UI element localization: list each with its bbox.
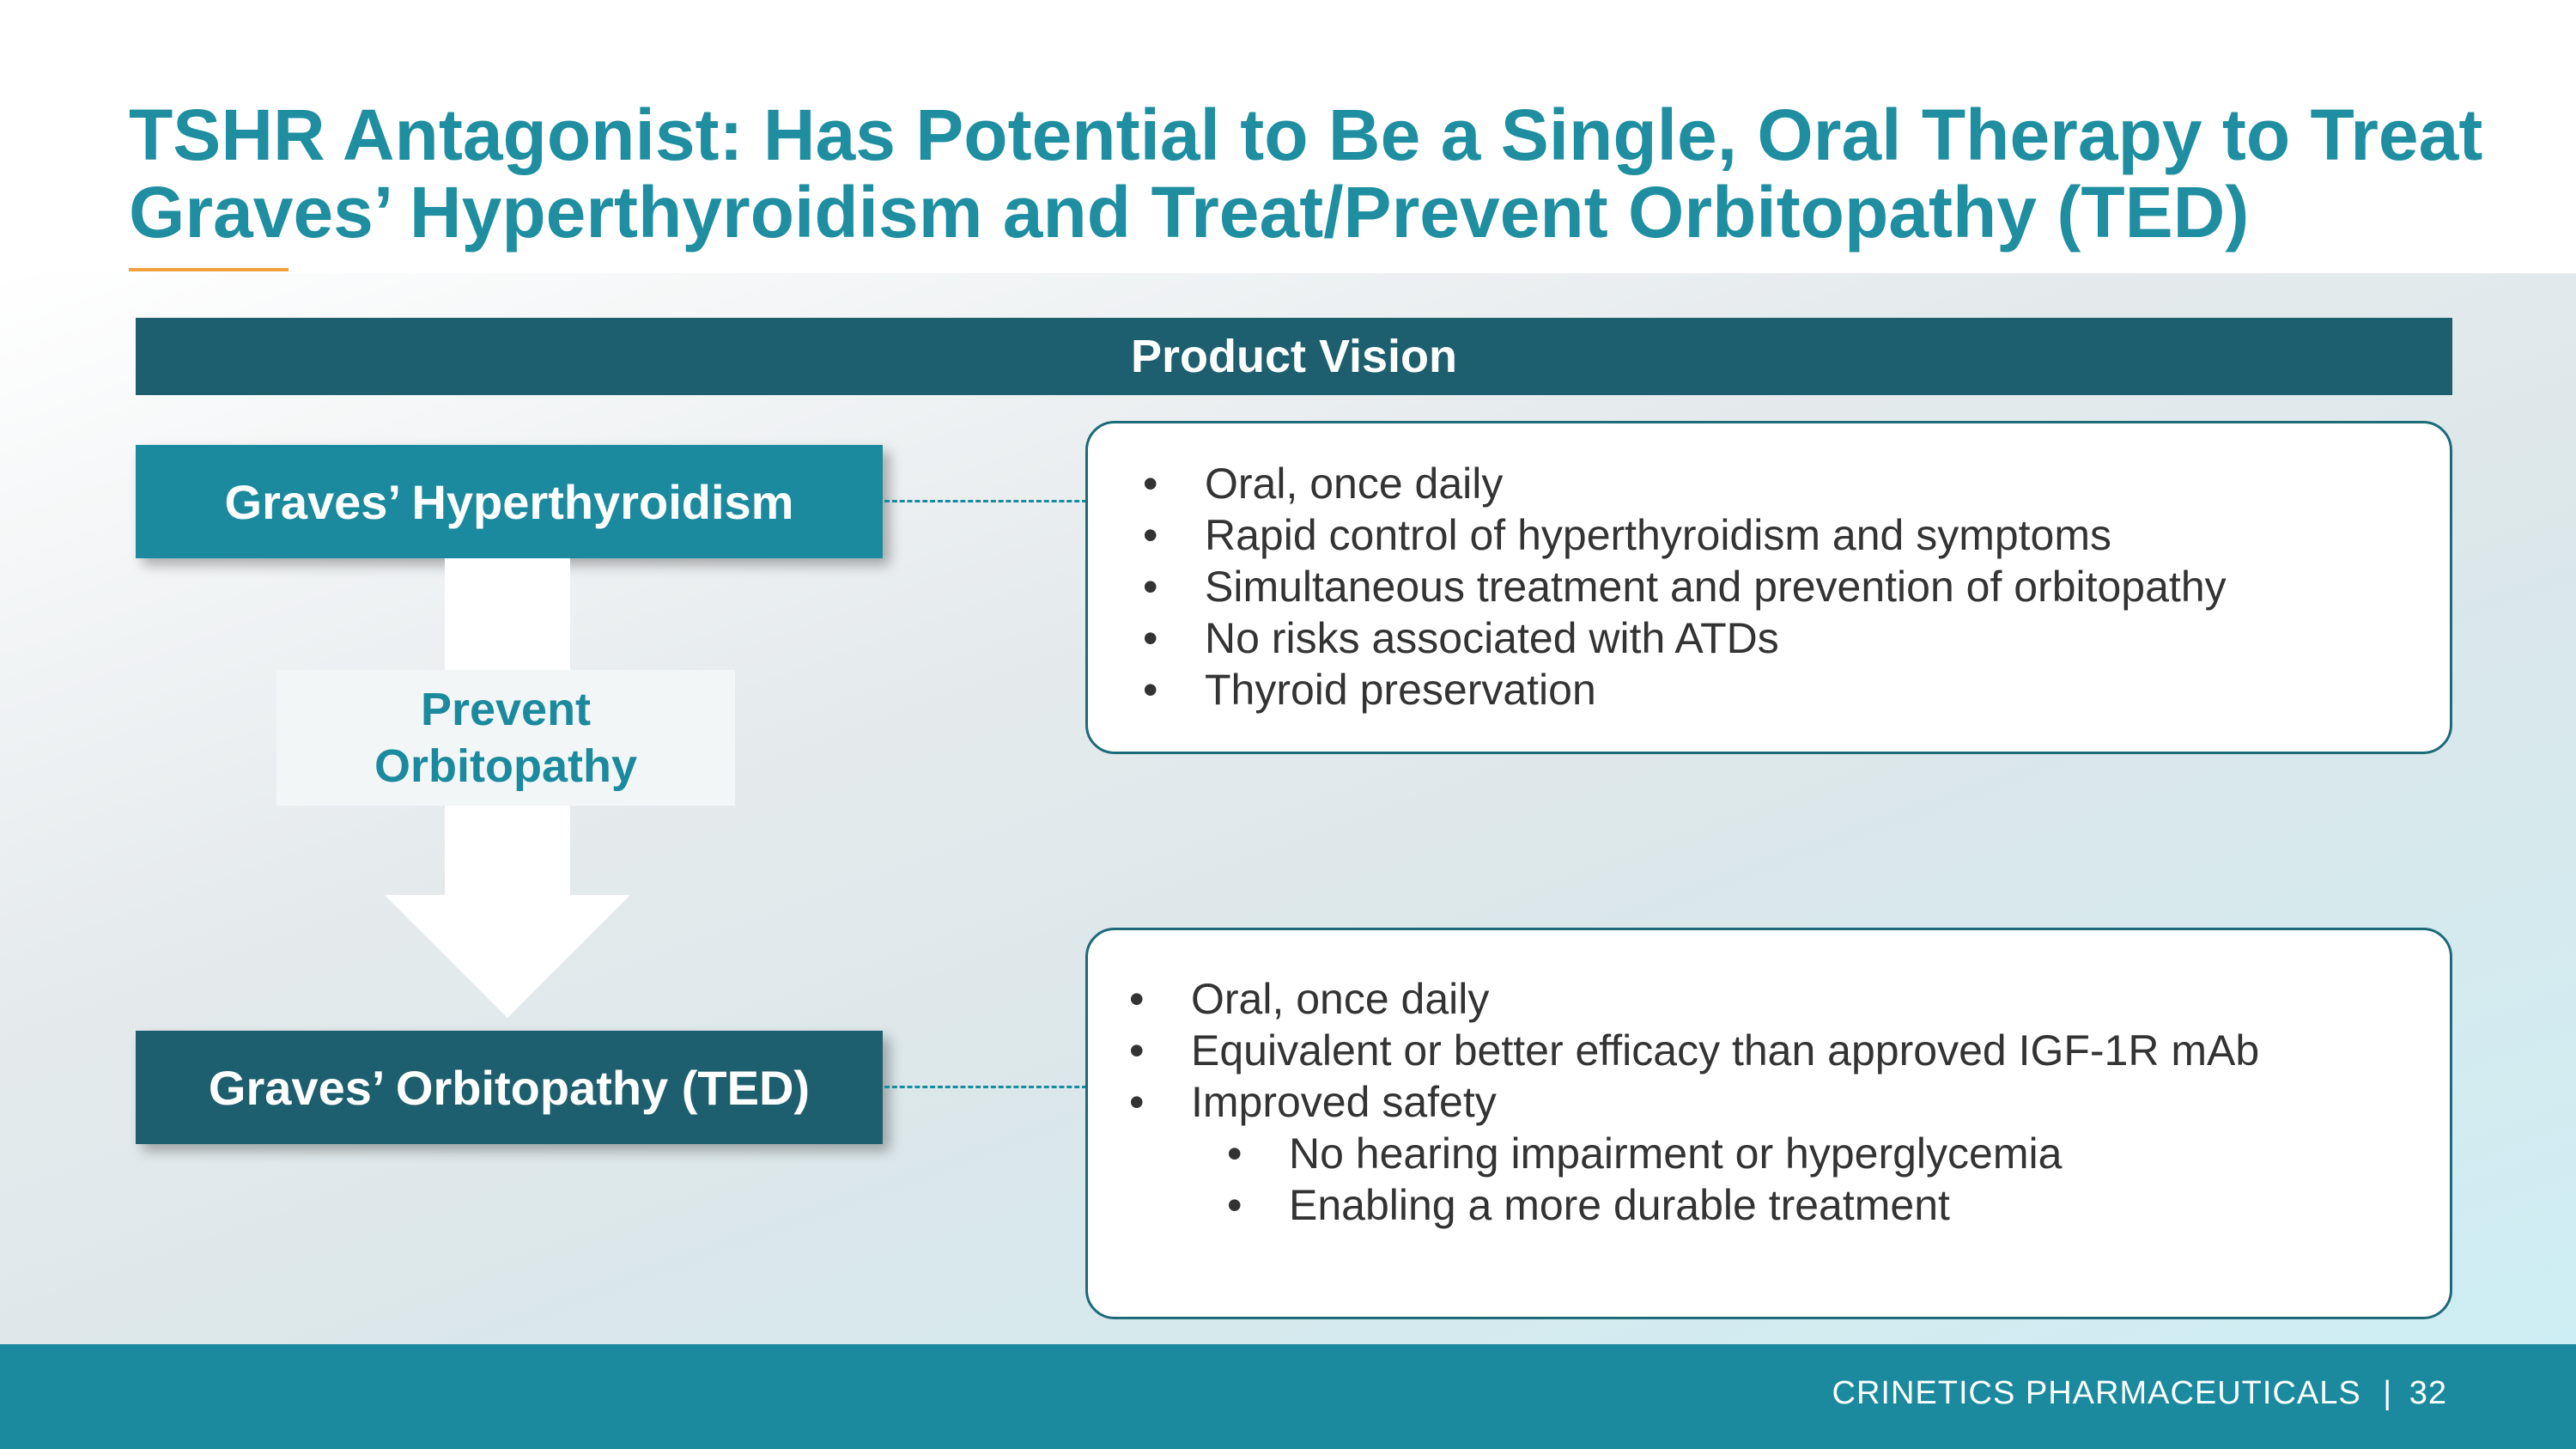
orbitopathy-label: Graves’ Orbitopathy (TED) bbox=[208, 1060, 811, 1115]
company-name: CRINETICS PHARMACEUTICALS bbox=[1832, 1375, 2361, 1411]
hyperthyroidism-label: Graves’ Hyperthyroidism bbox=[224, 474, 794, 529]
prevent-line-2: Orbitopathy bbox=[374, 740, 637, 792]
footer-text: CRINETICS PHARMACEUTICALS | 32 bbox=[1832, 1375, 2447, 1412]
prevent-line-1: Prevent bbox=[420, 684, 592, 735]
bullet-icon: • bbox=[1143, 614, 1158, 662]
slide-title: TSHR Antagonist: Has Potential to Be a S… bbox=[129, 96, 2533, 251]
list-item: • Rapid control of hyperthyroidism and sy… bbox=[1143, 511, 2112, 559]
footer-bar: CRINETICS PHARMACEUTICALS | 32 bbox=[0, 1344, 2576, 1449]
title-bold: TSHR Antagonist: bbox=[129, 94, 744, 175]
list-item: • Oral, once daily bbox=[1129, 975, 1490, 1023]
sub-list-item: • No hearing impairment or hyperglycemia bbox=[1227, 1129, 2063, 1178]
orbitopathy-connector bbox=[884, 1086, 1087, 1088]
sub-list-item: • Enabling a more durable treatment bbox=[1227, 1181, 1950, 1229]
list-item: • Simultaneous treatment and prevention o… bbox=[1143, 563, 2227, 611]
bullet-icon: • bbox=[1143, 563, 1158, 611]
bullet-icon: • bbox=[1227, 1129, 1242, 1178]
list-item: • No risks associated with ATDs bbox=[1143, 614, 1779, 662]
title-accent-line bbox=[129, 268, 289, 271]
product-vision-header: Product Vision bbox=[136, 318, 2452, 395]
bullet-icon: • bbox=[1129, 1026, 1145, 1075]
hyperthyroidism-bullet-list: • Oral, once daily • Rapid control of hype… bbox=[1143, 458, 2227, 715]
title-rest: Has Potential to Be a Single, Oral Thera… bbox=[129, 94, 2483, 253]
bullet-icon: • bbox=[1129, 975, 1145, 1023]
hyperthyroidism-vision-card: • Oral, once daily • Rapid control of hype… bbox=[1085, 421, 2452, 754]
bullet-icon: • bbox=[1129, 1078, 1145, 1126]
bullet-icon: • bbox=[1143, 460, 1158, 508]
list-item: • Thyroid preservation bbox=[1143, 666, 1596, 714]
list-item: • Equivalent or better efficacy than appr… bbox=[1129, 1026, 2260, 1075]
list-item: • Oral, once daily bbox=[1143, 460, 1504, 508]
bullet-icon: • bbox=[1227, 1181, 1242, 1229]
hyperthyroidism-label-box: Graves’ Hyperthyroidism bbox=[136, 445, 883, 558]
bullet-icon: • bbox=[1143, 666, 1158, 714]
orbitopathy-vision-card: • Oral, once daily • Equivalent or better … bbox=[1085, 928, 2452, 1319]
bullet-icon: • bbox=[1143, 511, 1158, 559]
hyperthyroidism-connector bbox=[884, 500, 1087, 502]
page-number: 32 bbox=[2409, 1375, 2447, 1411]
footer-separator: | bbox=[2383, 1375, 2393, 1411]
list-item: • Improved safety bbox=[1129, 1078, 1497, 1126]
prevent-orbitopathy-label: Prevent Orbitopathy bbox=[276, 670, 735, 806]
orbitopathy-bullet-list: • Oral, once daily • Equivalent or better … bbox=[1129, 973, 2260, 1231]
orbitopathy-label-box: Graves’ Orbitopathy (TED) bbox=[136, 1031, 883, 1144]
